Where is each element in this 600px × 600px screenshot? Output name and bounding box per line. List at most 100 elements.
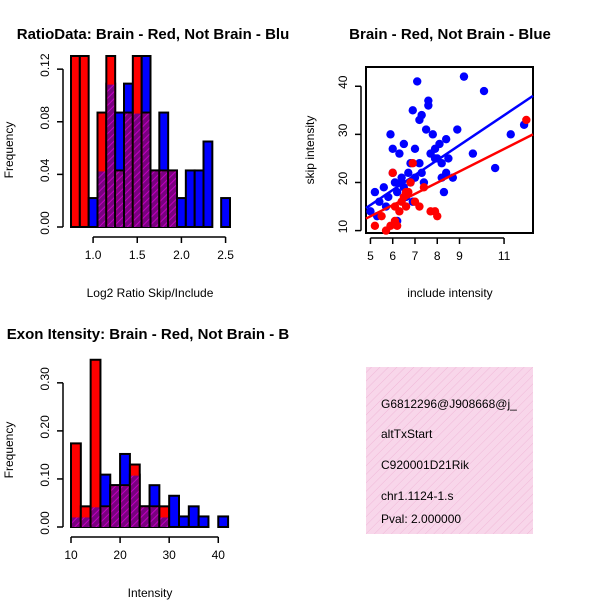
ratio-histogram-bar-overlap <box>142 113 150 227</box>
intensity-histogram-xlabel: Intensity <box>128 586 173 600</box>
scatter-x-tick-label: 7 <box>412 249 419 263</box>
intensity-histogram-bar-not-brain <box>187 505 200 529</box>
ratio-histogram-axes: 1.0 1.5 2.0 2.5 0.00 0.04 0.08 0.12 <box>38 53 234 262</box>
ratio-histogram-bar-not-brain <box>184 169 196 228</box>
ratio-histogram-bar-overlap <box>160 171 168 227</box>
ratio-histogram-bar-not-brain <box>176 197 187 228</box>
scatter-point-not-brain <box>506 130 515 139</box>
scatter-point-not-brain <box>390 178 400 187</box>
scatter-x-tick-label: 6 <box>389 249 396 263</box>
intensity-histogram-bar-overlap <box>160 517 169 527</box>
scatter-point-brain <box>401 187 411 197</box>
intensity-histogram-bar-overlap <box>130 475 139 527</box>
scatter-point-brain <box>377 211 386 221</box>
scatter-xlabel: include intensity <box>407 286 492 300</box>
scatter-point-brain <box>401 202 411 211</box>
ratio-histogram-bar-overlap <box>151 171 159 227</box>
scatter-axes: 5 6 7 8 9 11 10 20 30 40 <box>336 75 511 263</box>
ratio-histogram-bar-overlap <box>107 84 115 227</box>
info-gene-name: C920001D21Rik <box>381 458 470 472</box>
scatter-point-not-brain <box>388 144 397 153</box>
scatter-x-tick-label: 8 <box>434 249 441 263</box>
scatter-point-brain <box>395 207 404 216</box>
scatter-point-not-brain <box>421 125 431 134</box>
intensity-histogram-panel: Exon Itensity: Brain - Red, Not Brain - … <box>2 326 289 600</box>
scatter-point-brain <box>408 159 417 168</box>
intensity-histogram-ylabel: Frequency <box>2 422 16 479</box>
intensity-histogram-x-tick-label: 10 <box>64 548 78 562</box>
intensity-histogram-y-tick-label: 0.10 <box>38 463 52 487</box>
scatter-point-not-brain <box>370 187 380 197</box>
ratio-histogram-bar-not-brain <box>202 140 214 228</box>
scatter-point-not-brain <box>437 159 446 168</box>
intensity-histogram-bar-overlap <box>81 517 90 527</box>
ratio-histogram-xlabel: Log2 Ratio Skip/Include <box>87 286 214 300</box>
scatter-point-brain <box>406 178 415 187</box>
ratio-histogram-title: RatioData: Brain - Red, Not Brain - Blu <box>17 26 290 43</box>
scatter-panel: Brain - Red, Not Brain - Blue 5 6 7 8 9 11 10 2… <box>303 26 551 300</box>
intensity-histogram-x-tick-label: 40 <box>212 548 226 562</box>
intensity-histogram-bar-not-brain <box>168 494 181 528</box>
scatter-point-not-brain <box>459 72 469 81</box>
scatter-y-tick-label: 30 <box>336 123 350 137</box>
intensity-histogram-bar-not-brain <box>197 515 210 529</box>
ratio-histogram-x-tick-label: 1.5 <box>129 248 146 262</box>
scatter-point-brain <box>415 202 424 211</box>
ratio-histogram-bar-overlap <box>169 171 176 227</box>
scatter-point-not-brain <box>435 139 444 149</box>
scatter-point-not-brain <box>404 168 413 178</box>
scatter-x-tick-label: 9 <box>456 249 463 263</box>
ratio-histogram-x-tick-label: 2.5 <box>217 248 234 262</box>
info-probe-id: G6812296@J908668@j_ <box>381 397 517 411</box>
ratio-histogram-x-tick-label: 2.0 <box>173 248 190 262</box>
scatter-x-tick-label: 5 <box>367 249 374 263</box>
scatter-point-brain <box>522 115 531 125</box>
scatter-y-tick-label: 40 <box>336 75 350 89</box>
scatter-title: Brain - Red, Not Brain - Blue <box>349 26 551 43</box>
intensity-histogram-bar-brain <box>89 358 102 528</box>
info-panel: G6812296@J908668@j_ altTxStart C920001D2… <box>366 367 533 534</box>
info-event-type: altTxStart <box>381 427 433 441</box>
scatter-point-not-brain <box>413 77 422 86</box>
ratio-histogram-bar-overlap <box>98 171 106 227</box>
ratio-histogram-bar-overlap <box>116 171 123 227</box>
intensity-histogram-y-tick-label: 0.20 <box>38 415 52 439</box>
scatter-point-not-brain <box>453 125 462 134</box>
scatter-point-not-brain <box>444 154 453 163</box>
ratio-histogram-bar-overlap <box>133 113 141 227</box>
scatter-ylabel: skip intensity <box>303 116 317 185</box>
intensity-histogram-bar-overlap <box>121 486 129 527</box>
scatter-point-brain <box>433 211 442 221</box>
scatter-x-tick-label: 11 <box>498 249 511 263</box>
scatter-point-brain <box>370 221 380 230</box>
intensity-histogram-x-tick-label: 20 <box>113 548 127 562</box>
scatter-point-not-brain <box>417 110 426 120</box>
ratio-histogram-bar-brain <box>70 55 81 228</box>
scatter-point-not-brain <box>408 106 417 115</box>
intensity-histogram-bar-not-brain <box>217 515 230 529</box>
ratio-histogram-bar-not-brain <box>220 197 232 228</box>
scatter-point-not-brain <box>468 149 478 158</box>
scatter-point-not-brain <box>386 130 395 139</box>
ratio-histogram-bar-not-brain <box>193 169 205 228</box>
intensity-histogram-axes: 10 20 30 40 0.00 0.10 0.20 0.30 <box>38 367 225 562</box>
scatter-point-not-brain <box>490 163 500 173</box>
scatter-point-not-brain <box>424 96 433 105</box>
scatter-point-not-brain <box>399 139 409 149</box>
ratio-histogram-y-tick-label: 0.08 <box>38 106 52 130</box>
intensity-histogram-bar-overlap <box>140 507 149 527</box>
ratio-histogram-y-tick-label: 0.04 <box>38 158 52 182</box>
info-region: chr1.1124-1.s <box>381 489 454 503</box>
scatter-point-not-brain <box>395 149 404 158</box>
scatter-fit-line-brain <box>365 133 534 220</box>
scatter-point-not-brain <box>379 183 389 192</box>
intensity-histogram-bar-overlap <box>111 486 120 527</box>
intensity-histogram-bar-overlap <box>91 507 100 527</box>
scatter-y-tick-label: 20 <box>336 171 350 185</box>
scatter-point-not-brain <box>428 130 437 139</box>
ratio-histogram-bars <box>70 55 232 228</box>
ratio-histogram-x-tick-label: 1.0 <box>85 248 102 262</box>
intensity-histogram-bar-overlap <box>150 507 159 527</box>
scatter-point-not-brain <box>366 207 375 216</box>
intensity-histogram-y-tick-label: 0.30 <box>38 367 52 391</box>
